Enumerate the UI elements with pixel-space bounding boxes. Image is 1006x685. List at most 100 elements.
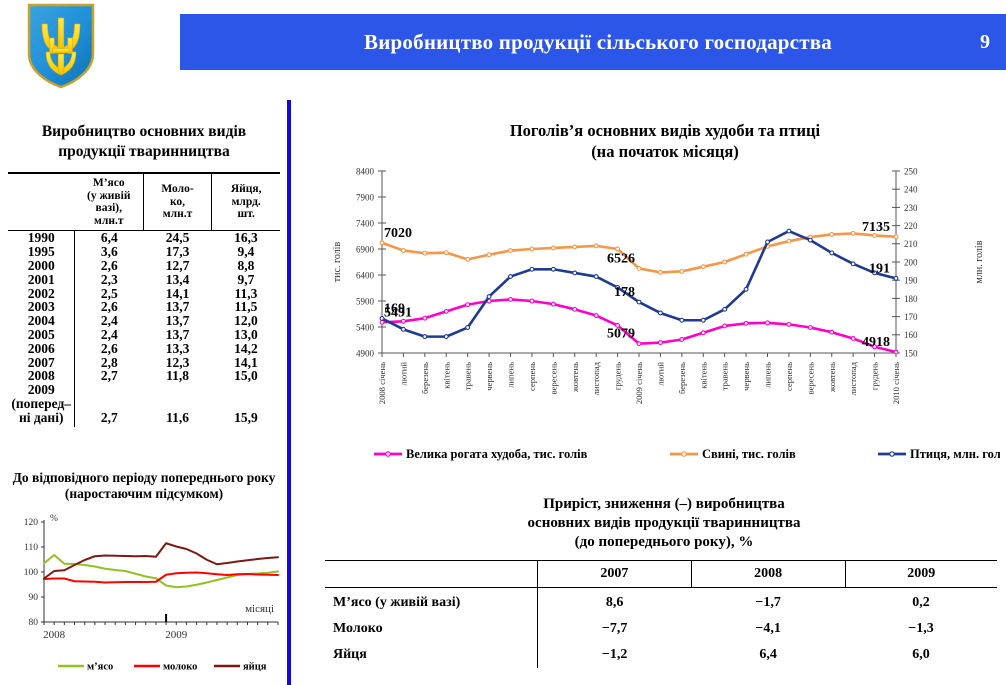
x-axis-tick-label: жовтень <box>570 362 580 393</box>
series-marker <box>893 234 899 240</box>
growth-col-2008: 2008 <box>691 560 846 588</box>
growth-col-2007: 2007 <box>537 560 692 588</box>
series-marker <box>529 266 535 272</box>
series-marker <box>400 248 406 254</box>
small-legend-item-1: молоко <box>134 662 197 673</box>
legend-label: Свині, тис. голів <box>702 447 796 461</box>
y-axis-right-tick: 150 <box>904 348 918 358</box>
x-axis-tick-label: 2010 січень <box>891 362 901 404</box>
series-marker <box>400 326 406 332</box>
y-axis-right-tick: 170 <box>904 312 918 322</box>
x-axis-year-label: 2009 <box>165 629 188 640</box>
y-axis-right-tick: 240 <box>904 185 918 195</box>
cell-2009: 6,0 <box>912 647 930 662</box>
series-marker <box>400 318 406 324</box>
series-marker <box>550 245 556 251</box>
x-axis-tick-label: грудень <box>613 362 623 390</box>
y-axis-tick-label: 120 <box>24 518 39 528</box>
growth-col-label <box>325 560 538 588</box>
series-marker <box>508 296 513 302</box>
x-axis-tick-label: листопад <box>591 361 601 395</box>
series-marker <box>829 231 835 237</box>
series-marker <box>829 329 835 335</box>
series-marker <box>593 313 599 319</box>
cell-year: 2005 <box>8 328 76 342</box>
series-marker <box>572 244 578 250</box>
series-marker <box>850 230 856 236</box>
small-legend-label: яйця <box>243 662 267 673</box>
cell-eggs: 11,3 <box>234 285 258 301</box>
x-axis-tick-label: лютий <box>398 362 408 386</box>
cell-2009: −1,3 <box>908 621 934 636</box>
legend-item-1: Свині, тис. голів <box>670 447 796 461</box>
series-marker <box>657 340 663 346</box>
x-axis-tick-label: червень <box>741 362 751 391</box>
cell-meat: 2,7 <box>100 368 118 384</box>
y-axis-right-tick: 200 <box>904 257 918 267</box>
x-axis-tick-label: червень <box>484 362 494 391</box>
small-chart-legend: м’ясо молоко яйця <box>58 662 267 673</box>
series-marker <box>379 315 385 321</box>
hdr-meat-l4: млн.т <box>94 214 124 227</box>
series-marker <box>443 308 449 314</box>
y-axis-left-tick: 6400 <box>356 270 375 280</box>
table-row: 1990 6,4 24,5 16,3 <box>8 230 280 246</box>
cell-milk: 13,7 <box>165 313 190 329</box>
column-divider <box>287 100 291 685</box>
cell-year: 2006 <box>8 341 76 356</box>
cell-eggs: 15,9 <box>234 409 258 425</box>
cell-meat: 6,4 <box>100 230 118 246</box>
growth-table-body: М’ясо (у живій вазі) 8,6 −1,7 0,2 Молоко −7,7… <box>325 587 997 668</box>
series-marker <box>529 246 535 252</box>
y-axis-left-tick: 7900 <box>356 192 375 202</box>
cell-meat: 2,6 <box>100 257 118 273</box>
series-marker <box>379 240 385 246</box>
small-legend-label: молоко <box>163 662 197 673</box>
cell-eggs: 15,0 <box>234 368 258 384</box>
table-row: 2006 2,6 13,3 14,2 <box>8 341 280 356</box>
cell-year: 2002 <box>8 286 76 301</box>
table-row: 1995 3,6 17,3 9,4 <box>8 245 280 259</box>
cell-milk: 17,3 <box>165 244 190 260</box>
growth-title-line2: основних видів продукції тваринництва <box>527 515 801 531</box>
series-marker <box>743 251 749 257</box>
cell-milk: 11,8 <box>166 368 189 384</box>
series-marker <box>786 228 792 234</box>
cell-year: 2003 <box>8 300 76 315</box>
series-line-1 <box>43 571 279 584</box>
cell-milk: 13,4 <box>165 271 190 287</box>
animal-production-table: М’ясо (у живій вазі), млн.т Моло- ко, мл… <box>8 172 280 427</box>
cell-label: М’ясо (у живій вазі) <box>325 587 538 616</box>
y-axis-tick-label: 110 <box>24 543 38 553</box>
table-row: 2005 2,4 13,7 13,0 <box>8 328 280 342</box>
y-axis-left-tick: 5400 <box>356 322 375 332</box>
cell-milk: 12,3 <box>165 354 190 370</box>
y-axis-right-tick: 160 <box>904 330 918 340</box>
y-axis-tick-label: 80 <box>29 618 39 628</box>
series-line-2 <box>43 542 279 580</box>
y-axis-tick-label: 100 <box>24 568 39 578</box>
x-axis-tick-label: 2009 січень <box>634 362 644 404</box>
legend-label: Птиця, млн. голів <box>910 447 1000 461</box>
cell-meat: 2,7 <box>100 409 118 425</box>
cell-label: Яйця <box>325 642 538 668</box>
x-axis-tick-label: жовтень <box>827 362 837 393</box>
table-row: 2003 2,6 13,7 11,5 <box>8 300 280 315</box>
growth-header-row: 2007 2008 2009 <box>325 560 997 588</box>
cell-milk: 24,5 <box>165 230 190 246</box>
x-axis-tick-label: вересень <box>805 362 815 394</box>
left-table-title-line1: Виробництво основних видів <box>41 123 247 140</box>
series-marker <box>529 298 535 304</box>
cell-2008: 6,4 <box>759 647 777 662</box>
x-axis-tick-label: травень <box>463 362 473 390</box>
main-chart-legend: Велика рогата худоба, тис. голів Свині, т… <box>374 447 1000 461</box>
cell-milk: 13,7 <box>165 326 190 342</box>
table-row: Молоко −7,7 −4,1 −1,3 <box>325 616 997 642</box>
column-header-meat: М’ясо (у живій вазі), млн.т <box>74 173 144 231</box>
y-axis-right-tick: 250 <box>904 166 918 176</box>
series-marker <box>465 325 471 330</box>
hdr-eggs-l1: Яйця, <box>230 183 262 196</box>
cell-year: 2007 <box>8 355 76 370</box>
series-marker <box>700 317 706 323</box>
page-number: 9 <box>980 30 990 53</box>
